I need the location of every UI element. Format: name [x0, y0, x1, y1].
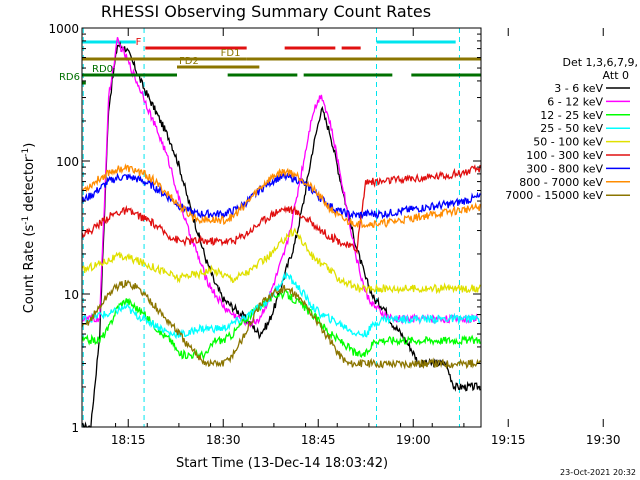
legend-label-12-25kev: 12 - 25 keV — [540, 109, 603, 122]
flag-label-fd2: FD2 — [179, 56, 199, 67]
series-line-12-25kev — [81, 289, 481, 361]
series-line-300-800kev — [81, 172, 481, 220]
legend-label-6-12kev: 6 - 12 keV — [547, 95, 603, 108]
series-line-100-300kev — [81, 164, 481, 255]
y-tick-label-3: 1000 — [48, 22, 79, 36]
y-tick-label-2: 100 — [56, 155, 79, 169]
flag-label-fd1: FD1 — [221, 48, 241, 59]
x-tick-label-3: 19:00 — [396, 433, 431, 447]
x-tick-label-0: 18:15 — [111, 433, 146, 447]
legend-label-300-800kev: 300 - 800 keV — [526, 162, 603, 175]
flag-label-rd6: RD6 — [59, 72, 80, 83]
legend-label-7000-15000kev: 7000 - 15000 keV — [505, 189, 603, 202]
y-tick-label-0: 1 — [71, 421, 79, 435]
series-line-25-50kev — [81, 271, 481, 340]
x-axis-label: Start Time (13-Dec-14 18:03:42) — [176, 456, 388, 471]
legend-label-800-7000kev: 800 - 7000 keV — [519, 176, 603, 189]
y-axis-label: Count Rate (s-1 detector-1) — [21, 143, 37, 314]
chart-title: RHESSI Observing Summary Count Rates — [101, 2, 431, 21]
x-tick-label-1: 18:30 — [206, 433, 241, 447]
x-tick-label-5: 19:30 — [586, 433, 621, 447]
flag-label-f: F — [136, 37, 142, 48]
legend-label-3-6kev: 3 - 6 keV — [554, 82, 603, 95]
legend-label-50-100kev: 50 - 100 keV — [533, 136, 603, 149]
y-tick-label-1: 10 — [64, 288, 79, 302]
series-line-50-100kev — [81, 227, 481, 295]
y-axis-ticks: 1 10 100 1000 — [48, 22, 481, 435]
x-tick-label-4: 19:15 — [491, 433, 526, 447]
flag-bars: F FD1 FD2 RD0 RD6 — [59, 37, 481, 85]
footer-date: 23-Oct-2021 20:32 — [560, 468, 636, 477]
flag-label-rd0: RD0 — [92, 64, 113, 75]
x-tick-label-2: 18:45 — [301, 433, 336, 447]
legend-label-25-50kev: 25 - 50 keV — [540, 122, 603, 135]
plot-frame — [81, 27, 482, 428]
series-line-7000-15000kev — [81, 279, 481, 370]
series-line-6-12kev — [81, 37, 481, 328]
x-axis-ticks: 18:15 18:30 18:45 19:00 19:15 19:30 — [111, 28, 621, 447]
legend-header-line2: Att 0 — [603, 69, 629, 82]
series-line-3-6kev — [81, 41, 481, 428]
series-lines — [81, 37, 481, 428]
legend-label-100-300kev: 100 - 300 keV — [526, 149, 603, 162]
night-intervals — [82, 28, 460, 427]
series-line-800-7000kev — [81, 163, 481, 229]
legend-header-line1: Det 1,3,6,7,9, — [562, 56, 638, 69]
